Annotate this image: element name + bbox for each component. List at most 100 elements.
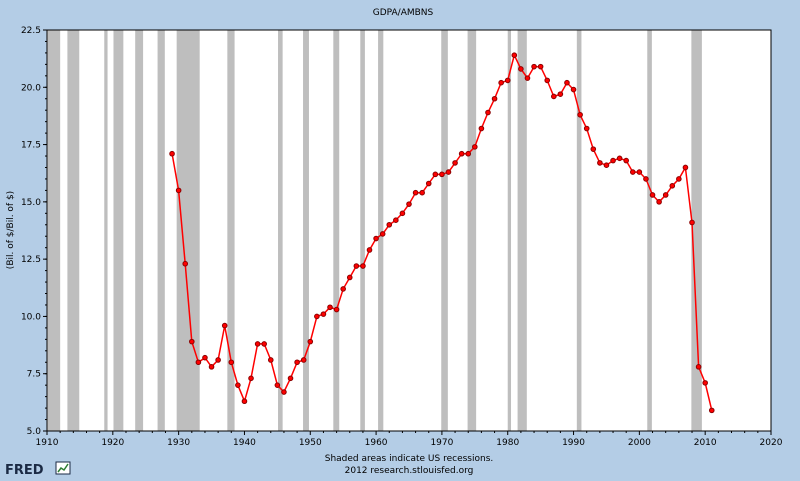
data-point [551, 93, 557, 100]
recession-band [67, 30, 80, 431]
plot-area [47, 30, 771, 431]
data-point [636, 169, 643, 175]
data-point [333, 306, 340, 313]
data-point [702, 380, 708, 386]
data-point [346, 274, 353, 281]
data-point [379, 231, 386, 237]
data-point [524, 75, 531, 81]
fred-logo-text: FRED [5, 463, 44, 478]
data-point [175, 187, 182, 194]
data-point [629, 169, 636, 175]
data-point [406, 201, 412, 207]
y-tick-label: 15.0 [21, 198, 41, 208]
data-point [208, 364, 215, 370]
data-point [241, 398, 248, 405]
data-point [366, 247, 373, 253]
chart-title: GDPA/AMBNS [373, 8, 434, 18]
data-point [669, 183, 676, 189]
data-point [182, 260, 189, 267]
data-point [221, 322, 228, 329]
y-tick-label: 22.5 [21, 26, 41, 36]
data-point [472, 144, 478, 150]
data-point [432, 171, 439, 178]
x-tick-label: 1990 [562, 438, 585, 448]
data-point [511, 52, 518, 59]
data-point [399, 210, 406, 217]
data-point [412, 189, 419, 196]
data-point [353, 263, 360, 269]
recession-band [360, 30, 365, 431]
recession-band [517, 30, 527, 431]
data-point [708, 407, 715, 414]
plot-frame [46, 29, 772, 432]
data-point [340, 286, 346, 292]
data-point [189, 338, 195, 345]
data-point [498, 79, 504, 86]
data-point [287, 375, 294, 382]
x-axis: 1910 1920 1930 1940 1950 1960 1970 1980 1990 2000… [36, 431, 783, 448]
data-point [570, 86, 577, 93]
data-point [485, 109, 491, 116]
x-tick-label: 2010 [694, 438, 717, 448]
data-point [557, 91, 564, 97]
data-point [320, 311, 327, 317]
recession-band [647, 30, 652, 431]
data-point [228, 359, 235, 366]
data-point [254, 341, 261, 347]
data-point [393, 217, 399, 223]
data-point [261, 341, 268, 347]
data-point [465, 150, 472, 157]
data-point [274, 382, 281, 388]
data-point [314, 313, 320, 320]
x-tick-label: 1960 [365, 438, 388, 448]
data-point [202, 354, 208, 361]
x-tick-label: 1970 [430, 438, 453, 448]
data-point [649, 192, 656, 198]
series-layer [169, 52, 715, 414]
data-point [327, 304, 333, 311]
recession-shading-layer [47, 30, 702, 431]
recession-band [135, 30, 144, 431]
data-point [616, 155, 623, 162]
data-point [458, 150, 465, 157]
recession-band [47, 30, 61, 431]
recession-band [113, 30, 124, 431]
data-point [300, 357, 307, 363]
y-tick-label: 20.0 [21, 83, 41, 93]
data-point [439, 171, 445, 178]
data-point [682, 164, 689, 171]
data-point [590, 146, 597, 152]
y-tick-label: 5.0 [27, 427, 42, 437]
x-tick-label: 1950 [299, 438, 322, 448]
recession-band [157, 30, 165, 431]
data-point [248, 375, 254, 382]
recession-band [303, 30, 309, 431]
data-point [564, 79, 570, 86]
data-point [373, 235, 379, 242]
data-point [603, 162, 610, 168]
data-point [281, 389, 287, 395]
recession-band [441, 30, 448, 431]
y-tick-label: 10.0 [21, 312, 41, 322]
x-tick-label: 2000 [628, 438, 651, 448]
data-point [307, 338, 314, 345]
recession-band [333, 30, 340, 431]
x-tick-label: 1940 [233, 438, 256, 448]
y-tick-label: 17.5 [21, 141, 41, 151]
y-axis-label: (Bil. of $/Bil. of $) [6, 191, 16, 269]
data-point [294, 359, 300, 366]
data-point [504, 77, 511, 84]
y-tick-label: 12.5 [21, 255, 41, 265]
data-point [445, 169, 452, 175]
recession-band [467, 30, 477, 431]
fred-logo[interactable]: FRED [5, 461, 71, 478]
data-point [267, 357, 274, 363]
fred-logo-chart-icon [55, 461, 71, 475]
source-note: 2012 research.stlouisfed.org [345, 466, 474, 476]
recession-band [227, 30, 235, 431]
data-point [597, 160, 603, 166]
y-tick-label: 7.5 [27, 370, 41, 380]
data-point [195, 359, 202, 366]
data-point [169, 150, 175, 157]
